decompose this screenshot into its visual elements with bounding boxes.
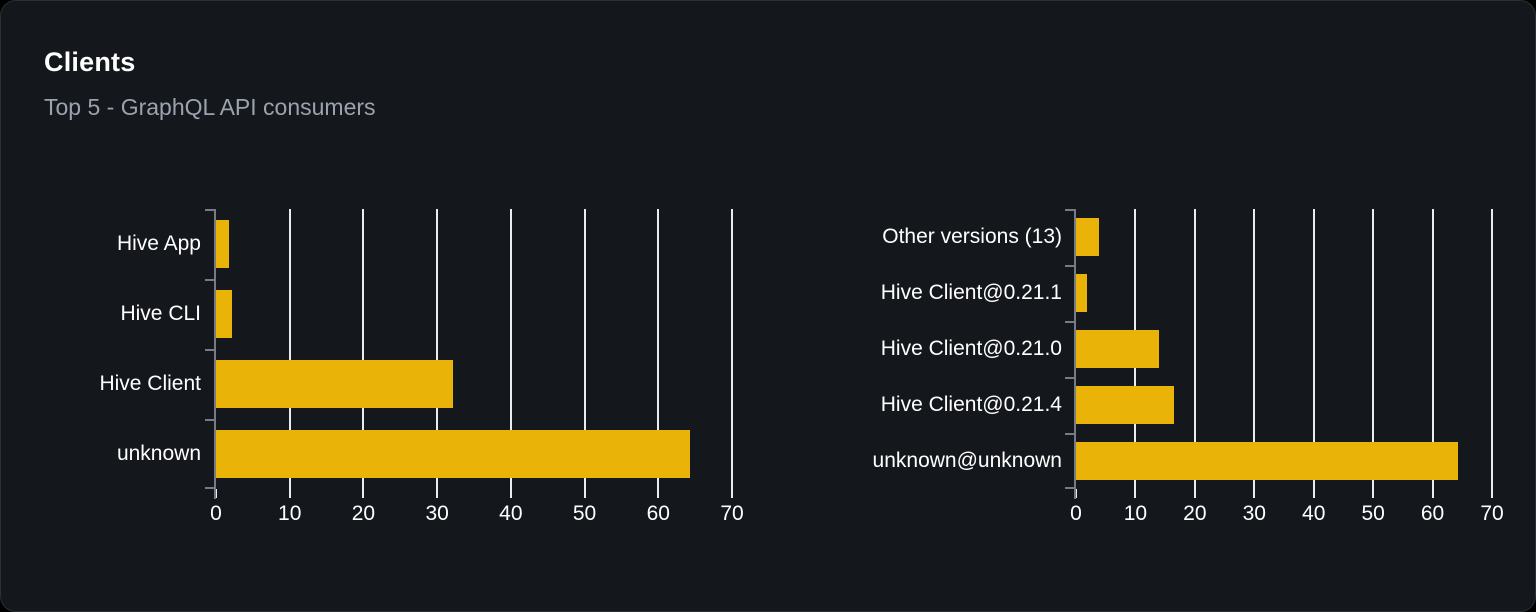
gridline-10 — [288, 209, 291, 489]
page-title: Clients — [44, 47, 136, 77]
gridline-60 — [1431, 209, 1434, 489]
x-tick-label-20: 20 — [351, 502, 376, 525]
category-label-hive-app: Hive App — [116, 232, 201, 255]
y-axis-tick — [1065, 487, 1074, 489]
x-tick-50 — [1372, 489, 1375, 498]
plot-area: 0 10 20 30 40 50 60 70 — [205, 209, 744, 525]
y-axis-tick — [205, 279, 214, 281]
y-axis-tick — [1065, 377, 1074, 379]
bar-hive-app[interactable] — [216, 220, 229, 268]
x-tick-label-10: 10 — [1123, 502, 1148, 525]
x-tick-label-70: 70 — [1480, 502, 1504, 525]
x-tick-30 — [1253, 489, 1256, 498]
gridline-60 — [657, 209, 660, 489]
y-axis-tick — [205, 349, 214, 351]
x-tick-label-30: 30 — [425, 502, 449, 525]
clients-by-name-chart: Hive App Hive CLI Hive Client unknown 0 10 20 3… — [64, 209, 744, 525]
x-tick-label-10: 10 — [278, 502, 302, 525]
category-label-hive-client-0-21-4: Hive Client@0.21.4 — [880, 393, 1062, 416]
x-tick-60 — [1431, 489, 1434, 498]
x-tick-label-0: 0 — [210, 502, 222, 525]
bar-unknown[interactable] — [216, 430, 690, 478]
bar-hive-client[interactable] — [216, 360, 454, 408]
bar-other-versions-13[interactable] — [1076, 218, 1100, 256]
page-subtitle: Top 5 - GraphQL API consumers — [44, 94, 376, 120]
category-labels: Other versions (13) Hive Client@0.21.1 Hiv… — [844, 209, 1074, 489]
gridline-40 — [509, 209, 512, 489]
category-label-hive-client-0-21-1: Hive Client@0.21.1 — [880, 281, 1062, 304]
category-label-unknown: unknown — [116, 442, 201, 465]
bar-unknown-unknown[interactable] — [1076, 442, 1459, 480]
x-tick-label-0: 0 — [1070, 502, 1082, 525]
x-axis-labels: 0 10 20 30 40 50 60 70 — [210, 502, 744, 532]
x-tick-label-60: 60 — [646, 502, 670, 525]
x-tick-label-60: 60 — [1420, 502, 1445, 525]
x-tick-60 — [657, 489, 660, 498]
x-tick-label-40: 40 — [499, 502, 523, 525]
gridline-50 — [1372, 209, 1375, 489]
x-tick-label-50: 50 — [1361, 502, 1385, 525]
gridline-40 — [1312, 209, 1315, 489]
x-tick-20 — [1193, 489, 1196, 498]
x-tick-40 — [1312, 489, 1315, 498]
category-label-unknown-unknown: unknown@unknown — [872, 449, 1062, 472]
x-tick-30 — [436, 489, 439, 498]
x-axis-labels: 0 10 20 30 40 50 60 70 — [1070, 502, 1504, 532]
category-label-hive-client: Hive Client — [99, 372, 201, 395]
y-axis-tick — [205, 487, 214, 489]
x-tick-label-70: 70 — [720, 502, 744, 525]
gridline-70 — [1491, 209, 1493, 489]
bar-hive-cli[interactable] — [216, 290, 233, 338]
x-tick-70 — [731, 489, 733, 498]
x-tick-label-50: 50 — [572, 502, 597, 525]
y-axis-tick — [1065, 209, 1074, 211]
y-axis-tick — [205, 419, 214, 421]
y-axis-tick — [205, 209, 214, 211]
y-axis-tick — [1065, 265, 1074, 267]
x-tick-10 — [1134, 489, 1137, 498]
gridline-30 — [1253, 209, 1256, 489]
gridline-20 — [1193, 209, 1196, 489]
category-label-other-versions-13: Other versions (13) — [882, 225, 1062, 248]
card-header: Clients Top 5 - GraphQL API consumers — [44, 47, 376, 121]
bar-hive-client-0-21-4[interactable] — [1076, 386, 1175, 424]
bar-hive-client-0-21-1[interactable] — [1076, 274, 1088, 312]
x-tick-70 — [1491, 489, 1493, 498]
gridline-70 — [731, 209, 733, 489]
y-axis-tick — [1065, 433, 1074, 435]
x-tick-label-20: 20 — [1183, 502, 1207, 525]
y-axis-tick — [1065, 321, 1074, 323]
plot-area: 0 10 20 30 40 50 60 70 — [1065, 209, 1504, 525]
y-axis-line-end — [1074, 489, 1076, 499]
x-tick-10 — [288, 489, 291, 498]
x-tick-40 — [509, 489, 512, 498]
category-labels: Hive App Hive CLI Hive Client unknown — [64, 209, 214, 489]
x-tick-0 — [215, 489, 217, 498]
x-tick-0 — [1075, 489, 1077, 498]
x-tick-label-30: 30 — [1242, 502, 1266, 525]
gridline-20 — [362, 209, 365, 489]
category-label-hive-cli: Hive CLI — [120, 302, 201, 325]
bar-hive-client-0-21-0[interactable] — [1076, 330, 1159, 368]
x-tick-label-40: 40 — [1302, 502, 1326, 525]
gridline-50 — [583, 209, 586, 489]
gridline-30 — [436, 209, 439, 489]
x-tick-20 — [362, 489, 365, 498]
clients-by-version-chart: Other versions (13) Hive Client@0.21.1 Hiv… — [844, 209, 1504, 525]
y-axis-line-end — [214, 489, 216, 499]
category-label-hive-client-0-21-0: Hive Client@0.21.0 — [880, 337, 1062, 360]
x-tick-50 — [583, 489, 586, 498]
